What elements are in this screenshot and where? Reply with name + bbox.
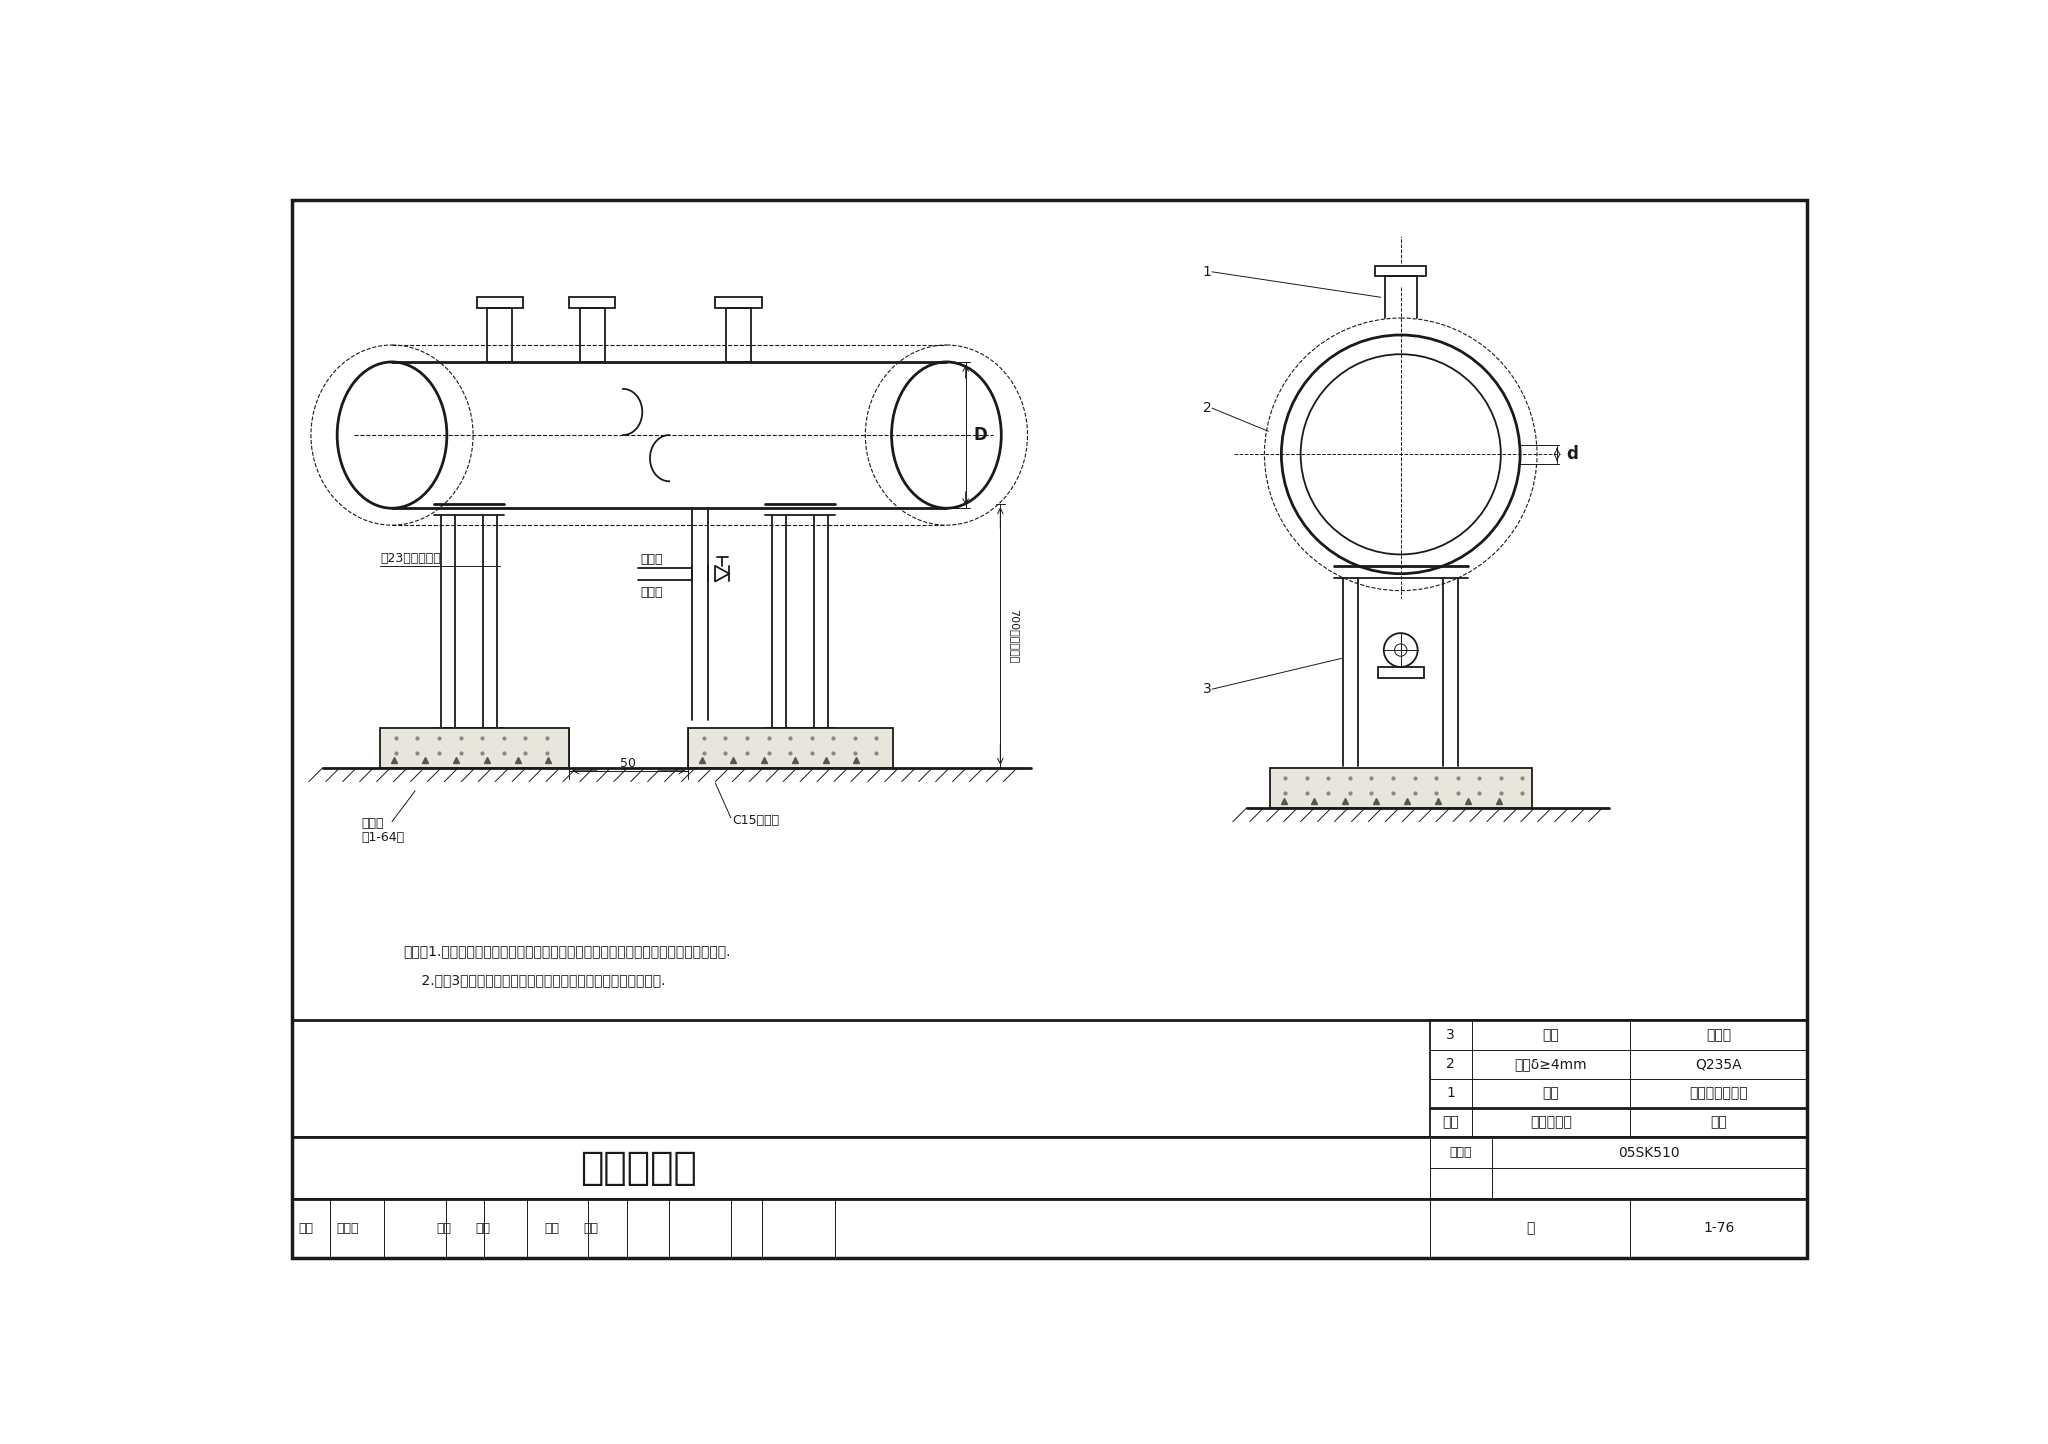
Text: 50: 50 <box>621 757 637 770</box>
Bar <box>727 308 752 362</box>
Bar <box>1378 667 1423 677</box>
Bar <box>1270 768 1532 807</box>
Text: 由工程设计确定: 由工程设计确定 <box>1690 1086 1749 1100</box>
Text: 李红霞: 李红霞 <box>336 1222 358 1235</box>
Text: 于庆: 于庆 <box>475 1222 489 1235</box>
Text: Q235A: Q235A <box>1696 1057 1743 1071</box>
Bar <box>715 297 762 308</box>
Text: 型钢: 型钢 <box>1542 1028 1559 1043</box>
Bar <box>381 728 569 768</box>
Text: d: d <box>1567 445 1579 464</box>
Text: 1: 1 <box>1202 264 1212 279</box>
Text: 排污管: 排污管 <box>639 586 662 599</box>
Text: 2: 2 <box>1202 401 1212 414</box>
Bar <box>477 297 522 308</box>
Text: 700或由设计定: 700或由设计定 <box>1010 609 1020 663</box>
Text: D: D <box>973 426 987 445</box>
Text: 保温: 保温 <box>1542 1086 1559 1100</box>
Text: 名称及规格: 名称及规格 <box>1530 1116 1571 1129</box>
Text: 3: 3 <box>1202 682 1212 696</box>
Bar <box>569 297 614 308</box>
Text: 3: 3 <box>1446 1028 1456 1043</box>
Text: 见1-64页: 见1-64页 <box>360 830 403 843</box>
Bar <box>487 308 512 362</box>
Bar <box>293 1021 1806 1258</box>
Text: 页: 页 <box>1526 1222 1534 1235</box>
Text: 2.支架3宜采用槽钢，当采用角钢时，应按前页图增加角钢加固.: 2.支架3宜采用槽钢，当采用角钢时，应按前页图增加角钢加固. <box>403 973 666 988</box>
Text: 预埋件: 预埋件 <box>360 817 383 830</box>
Text: 田瑶: 田瑶 <box>584 1222 598 1235</box>
Bar <box>1430 1021 1806 1138</box>
Text: 1: 1 <box>1446 1086 1456 1100</box>
Text: 分汽缸安装: 分汽缸安装 <box>580 1149 696 1187</box>
Text: 见23页支架选用: 见23页支架选用 <box>381 552 440 565</box>
Text: 见前页: 见前页 <box>1706 1028 1731 1043</box>
Bar <box>580 308 604 362</box>
Text: 材料: 材料 <box>1710 1116 1726 1129</box>
Text: 图集号: 图集号 <box>1450 1147 1473 1160</box>
Text: 说明：1.为保证筒体能自由伸缩，支架一端应与筒体预留件焊接固定，另一端采用托架.: 说明：1.为保证筒体能自由伸缩，支架一端应与筒体预留件焊接固定，另一端采用托架. <box>403 944 731 957</box>
Bar <box>293 1199 1806 1258</box>
Text: 钢板δ≥4mm: 钢板δ≥4mm <box>1516 1057 1587 1071</box>
Text: 05SK510: 05SK510 <box>1618 1145 1679 1160</box>
Text: 审核: 审核 <box>299 1222 313 1235</box>
Bar <box>293 1138 1806 1199</box>
Text: 疏水管: 疏水管 <box>639 553 662 566</box>
Text: 2: 2 <box>1446 1057 1456 1071</box>
Text: C15混凝土: C15混凝土 <box>733 813 780 826</box>
Text: 件号: 件号 <box>1442 1116 1458 1129</box>
Bar <box>688 728 893 768</box>
Bar <box>1376 267 1425 276</box>
Text: 设计: 设计 <box>545 1222 559 1235</box>
Text: 1-76: 1-76 <box>1704 1222 1735 1235</box>
Text: 校对: 校对 <box>436 1222 453 1235</box>
